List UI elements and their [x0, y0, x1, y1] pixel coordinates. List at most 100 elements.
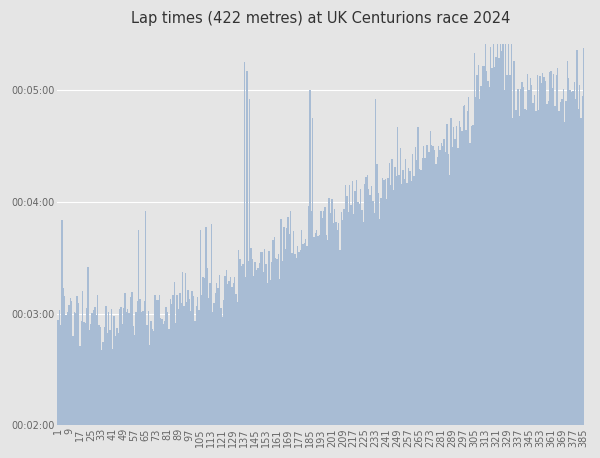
Bar: [122, 324, 123, 425]
Bar: [315, 233, 316, 425]
Bar: [97, 294, 98, 425]
Bar: [143, 301, 145, 425]
Bar: [335, 222, 337, 425]
Bar: [349, 185, 350, 425]
Bar: [313, 237, 315, 425]
Bar: [367, 175, 368, 425]
Bar: [175, 323, 176, 425]
Bar: [469, 143, 471, 425]
Bar: [382, 178, 383, 425]
Bar: [362, 222, 364, 425]
Bar: [332, 224, 334, 425]
Bar: [287, 217, 289, 425]
Bar: [501, 51, 502, 425]
Bar: [449, 174, 450, 425]
Bar: [226, 270, 227, 425]
Bar: [404, 180, 405, 425]
Bar: [164, 321, 166, 425]
Bar: [355, 191, 356, 425]
Bar: [500, 44, 501, 425]
Bar: [185, 273, 186, 425]
Bar: [506, 75, 508, 425]
Bar: [302, 244, 304, 425]
Bar: [216, 283, 217, 425]
Bar: [482, 66, 483, 425]
Bar: [256, 270, 257, 425]
Bar: [167, 312, 168, 425]
Bar: [322, 218, 323, 425]
Bar: [579, 85, 580, 425]
Bar: [116, 328, 118, 425]
Bar: [434, 150, 435, 425]
Bar: [202, 277, 204, 425]
Bar: [442, 146, 443, 425]
Bar: [71, 301, 73, 425]
Bar: [538, 110, 539, 425]
Bar: [331, 199, 332, 425]
Bar: [398, 175, 400, 425]
Bar: [242, 264, 244, 425]
Bar: [521, 82, 523, 425]
Bar: [246, 71, 248, 425]
Bar: [441, 143, 442, 425]
Bar: [430, 131, 431, 425]
Bar: [63, 288, 64, 425]
Bar: [494, 67, 496, 425]
Bar: [423, 146, 424, 425]
Bar: [564, 122, 565, 425]
Bar: [176, 295, 178, 425]
Bar: [466, 131, 467, 425]
Bar: [350, 205, 352, 425]
Bar: [68, 305, 70, 425]
Bar: [578, 109, 579, 425]
Bar: [345, 185, 346, 425]
Bar: [244, 62, 245, 425]
Bar: [464, 105, 466, 425]
Bar: [424, 158, 425, 425]
Bar: [130, 297, 131, 425]
Bar: [194, 322, 196, 425]
Bar: [516, 110, 517, 425]
Bar: [296, 258, 297, 425]
Bar: [420, 170, 422, 425]
Bar: [445, 152, 446, 425]
Bar: [60, 325, 61, 425]
Bar: [158, 295, 160, 425]
Bar: [317, 236, 319, 425]
Bar: [308, 206, 309, 425]
Bar: [443, 139, 445, 425]
Bar: [559, 111, 560, 425]
Bar: [450, 118, 452, 425]
Bar: [286, 228, 287, 425]
Bar: [512, 118, 513, 425]
Bar: [67, 312, 68, 425]
Bar: [365, 177, 367, 425]
Bar: [248, 262, 249, 425]
Bar: [386, 199, 387, 425]
Bar: [536, 75, 538, 425]
Bar: [341, 212, 342, 425]
Bar: [491, 68, 493, 425]
Bar: [73, 336, 74, 425]
Bar: [294, 254, 296, 425]
Bar: [95, 315, 97, 425]
Bar: [509, 75, 511, 425]
Bar: [515, 109, 516, 425]
Bar: [265, 264, 267, 425]
Bar: [153, 331, 154, 425]
Bar: [583, 48, 584, 425]
Bar: [190, 311, 191, 425]
Bar: [189, 299, 190, 425]
Bar: [241, 266, 242, 425]
Bar: [137, 300, 138, 425]
Bar: [490, 47, 491, 425]
Bar: [416, 160, 418, 425]
Bar: [284, 249, 286, 425]
Bar: [343, 209, 345, 425]
Bar: [497, 44, 498, 425]
Bar: [126, 311, 127, 425]
Bar: [263, 272, 264, 425]
Bar: [471, 126, 472, 425]
Bar: [145, 211, 146, 425]
Bar: [238, 250, 239, 425]
